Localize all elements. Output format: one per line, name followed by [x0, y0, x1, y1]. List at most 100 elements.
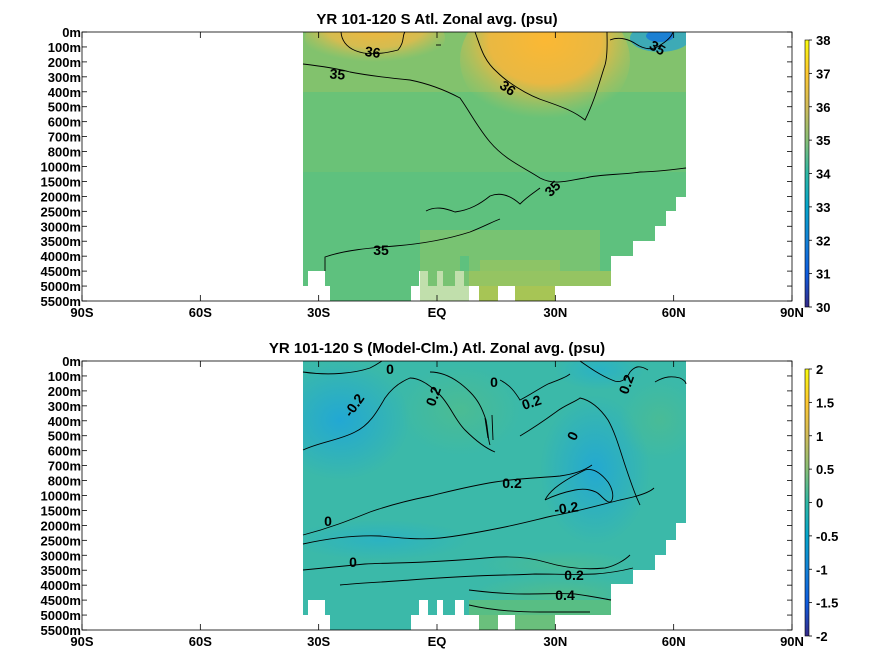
y-tick-label: 1000m	[41, 160, 81, 175]
contour-label: 0	[324, 513, 332, 529]
y-tick-label: 3000m	[41, 219, 81, 234]
axes-1: 90S 60S 30S EQ 30N 60N 90N0m100m200m300m400m50…	[41, 25, 804, 320]
contour-label: 0.2	[615, 372, 637, 396]
contour-line	[324, 218, 501, 271]
contour-labels-1: 36 35 36 35 35 35	[329, 37, 668, 258]
field-stub	[515, 615, 555, 630]
field-gap	[498, 286, 515, 301]
colorbar-1: 30 31 32 33 34 35 36 37 38	[804, 33, 831, 315]
y-tick-label: 100m	[48, 40, 81, 55]
contour-label: 0	[386, 361, 394, 377]
x-tick-label: 30S	[307, 305, 330, 320]
contour-line	[499, 373, 571, 401]
y-tick-label: 400m	[48, 85, 81, 100]
contour-label: 0.2	[520, 392, 544, 413]
colorbar-tick-label: -0.5	[816, 529, 838, 544]
x-tick-label: 60S	[189, 305, 212, 320]
y-tick-label: 4500m	[41, 264, 81, 279]
y-tick-label: 800m	[48, 145, 81, 160]
contour-line	[609, 31, 674, 50]
x-tick-label: 30S	[307, 634, 330, 649]
y-tick-label: 3500m	[41, 234, 81, 249]
colorbar-tick-label: 37	[816, 66, 830, 81]
contours-1	[302, 31, 687, 271]
colorbar-tick-label: 36	[816, 100, 830, 115]
y-tick-label: 200m	[48, 384, 81, 399]
y-tick-label: 0m	[62, 25, 81, 40]
y-tick-label: 4000m	[41, 249, 81, 264]
y-tick-label: 4000m	[41, 578, 81, 593]
colorbar-2: -2 -1.5 -1 -0.5 0 0.5 1 1.5 2	[804, 362, 838, 644]
contour-label: 35	[329, 65, 346, 82]
colorbar-tick-label: 38	[816, 33, 830, 48]
y-tick-label: 0m	[62, 354, 81, 369]
y-tick-label: 2500m	[41, 204, 81, 219]
y-tick-label: 500m	[48, 100, 81, 115]
contour-line	[484, 414, 494, 441]
contour-line	[579, 360, 649, 383]
colorbar-tick-label: 34	[816, 167, 831, 182]
contour-label: 0	[349, 554, 357, 570]
y-tick-label: 800m	[48, 474, 81, 489]
contour-label: 35	[373, 242, 389, 258]
field-gap	[469, 286, 479, 301]
contour-label: 0.4	[555, 587, 575, 603]
x-tick-label: EQ	[428, 305, 447, 320]
field-gap	[555, 615, 611, 630]
y-tick-label: 5500m	[41, 294, 81, 309]
x-tick-label: 90S	[70, 634, 93, 649]
y-tick-label: 5500m	[41, 623, 81, 638]
colorbar-tick-label: 30	[816, 300, 830, 315]
panel-salinity-anomaly: YR 101-120 S (Model-Clm.) Atl. Zonal avg…	[41, 340, 839, 649]
heatmap-field-2	[303, 361, 686, 630]
x-tick-label: 30N	[543, 305, 567, 320]
chart-title-1: YR 101-120 S Atl. Zonal avg. (psu)	[316, 11, 557, 28]
field-stub	[515, 286, 555, 301]
colorbar-tick-label: 35	[816, 133, 830, 148]
contour-line	[425, 187, 541, 213]
colorbar-tick-label: 1	[816, 429, 823, 444]
colorbar-ramp	[804, 39, 810, 308]
y-tick-label: 5000m	[41, 608, 81, 623]
contour-line	[302, 464, 593, 536]
contour-labels-2: 0 -0.2 0.2 0 0.2 0.2 0 0.2 -0.2 0 0 0.2 …	[324, 361, 637, 603]
contour-line	[302, 63, 687, 183]
y-tick-label: 200m	[48, 55, 81, 70]
contour-line	[339, 567, 634, 586]
contour-label: 0.2	[422, 384, 444, 408]
colorbar-tick-label: 32	[816, 233, 830, 248]
field-stub	[460, 256, 469, 271]
colorbar-tick-label: 0	[816, 496, 823, 511]
contour-line	[654, 376, 687, 385]
colorbar-tick-label: 1.5	[816, 395, 834, 410]
contour-line	[468, 589, 612, 601]
contour-line	[544, 469, 614, 503]
contour-line	[340, 31, 406, 55]
x-tick-label: 90N	[780, 305, 804, 320]
x-tick-label: 60N	[662, 305, 686, 320]
y-tick-label: 100m	[48, 369, 81, 384]
axes-2: 90S 60S 30S EQ 30N 60N 90N0m100m200m300m400m50…	[41, 354, 804, 649]
field-stub	[460, 585, 469, 600]
chart-title-2: YR 101-120 S (Model-Clm.) Atl. Zonal avg…	[269, 340, 605, 357]
colorbar-tick-label: 0.5	[816, 462, 834, 477]
y-tick-label: 1500m	[41, 174, 81, 189]
contour-label: 0	[490, 374, 498, 390]
y-tick-label: 3500m	[41, 563, 81, 578]
colorbar-ramp	[804, 368, 810, 637]
contour-label: 35	[647, 37, 669, 59]
contour-label: -0.2	[553, 498, 579, 517]
y-tick-label: 1000m	[41, 489, 81, 504]
field-gap	[498, 615, 515, 630]
contour-label: 0.2	[502, 475, 522, 491]
field-gap	[469, 615, 479, 630]
y-tick-label: 2000m	[41, 189, 81, 204]
contour-line	[519, 397, 641, 506]
y-tick-label: 5000m	[41, 279, 81, 294]
y-tick-label: 700m	[48, 459, 81, 474]
contour-line	[468, 604, 590, 613]
y-tick-label: 600m	[48, 115, 81, 130]
y-tick-label: 700m	[48, 130, 81, 145]
x-tick-label: 60S	[189, 634, 212, 649]
